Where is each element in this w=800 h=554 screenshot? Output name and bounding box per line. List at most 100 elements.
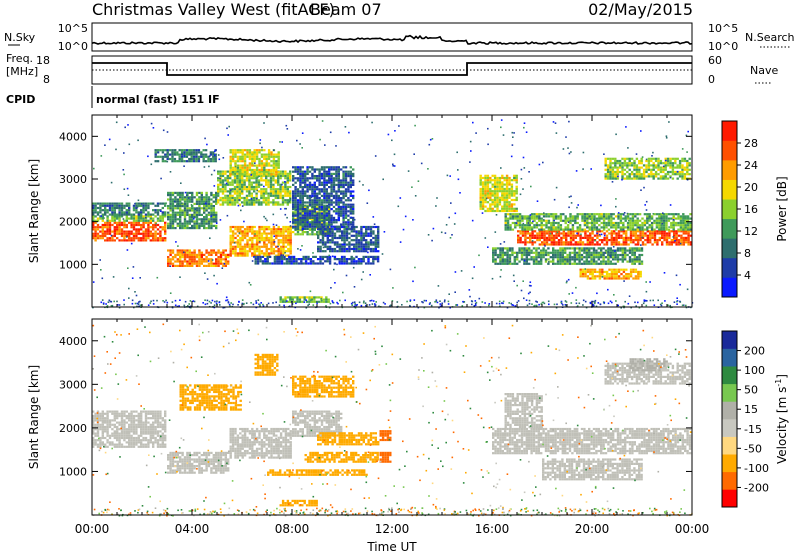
power-y-axis: 1000 2000 3000 4000 bbox=[59, 130, 692, 271]
colorbar-tick-label: -50 bbox=[744, 442, 762, 455]
colorbar-segment bbox=[722, 331, 737, 349]
nsky-strip: N.Sky 10^5 10^0 10^5 10^0 N.Search bbox=[4, 22, 795, 53]
nave-tick-top: 60 bbox=[708, 54, 722, 67]
colorbar-tick-label: -200 bbox=[744, 481, 769, 494]
xtick-label: 16:00 bbox=[475, 522, 510, 536]
power-band-19 bbox=[604, 157, 691, 180]
power-x-axis bbox=[91, 115, 693, 307]
colorbar-tick-label: 20 bbox=[744, 181, 758, 194]
power-colorbar-ticks: 4 8 12 16 20 24 28 bbox=[737, 137, 758, 282]
power-band-17 bbox=[492, 247, 644, 265]
colorbar-segment bbox=[722, 401, 737, 420]
colorbar-tick-label: 50 bbox=[744, 384, 758, 397]
beam-label: Beam 07 bbox=[310, 0, 382, 19]
velocity-ylabel: Slant Range [km] bbox=[27, 365, 41, 469]
velocity-band-5 bbox=[292, 375, 355, 398]
ytick-label: 3000 bbox=[59, 173, 87, 186]
freq-trace bbox=[92, 62, 692, 76]
nsky-tick-top-left: 10^5 bbox=[58, 22, 88, 35]
velocity-band-6 bbox=[254, 353, 279, 376]
ytick-label: 4000 bbox=[59, 130, 87, 143]
colorbar-tick-label: 24 bbox=[744, 159, 758, 172]
velocity-band-10 bbox=[379, 451, 392, 463]
colorbar-segment bbox=[722, 383, 737, 402]
power-band-10 bbox=[154, 149, 217, 163]
velocity-scatter bbox=[92, 323, 693, 517]
xtick-label: 08:00 bbox=[275, 522, 310, 536]
colorbar-tick-label: 8 bbox=[744, 247, 751, 260]
colorbar-segment bbox=[722, 218, 737, 239]
velocity-band-2 bbox=[229, 427, 292, 459]
velocity-band-17 bbox=[629, 358, 668, 372]
colorbar-segment bbox=[722, 277, 737, 298]
colorbar-tick-label: 28 bbox=[744, 137, 758, 150]
ytick-label: 2000 bbox=[59, 422, 87, 435]
colorbar-segment bbox=[722, 140, 737, 161]
power-band-12 bbox=[317, 225, 380, 253]
velocity-band-12 bbox=[279, 499, 318, 507]
power-band-15 bbox=[517, 230, 693, 246]
station-title: Christmas Valley West (fitACF) bbox=[92, 0, 335, 19]
colorbar-tick-label: -15 bbox=[744, 423, 762, 436]
power-band-11 bbox=[254, 255, 380, 265]
power-noise bbox=[92, 119, 694, 309]
colorbar-tick-label: 100 bbox=[744, 364, 765, 377]
power-band-2 bbox=[92, 202, 167, 216]
velocity-colorbar-label: Velocity [m s-1] bbox=[774, 374, 789, 464]
power-band-6 bbox=[167, 191, 218, 230]
freq-label: Freq. bbox=[6, 52, 33, 65]
power-band-3 bbox=[167, 249, 230, 267]
colorbar-segment bbox=[722, 348, 737, 367]
power-ylabel: Slant Range [km] bbox=[27, 159, 41, 263]
power-band-9 bbox=[229, 149, 280, 176]
power-band-1 bbox=[92, 215, 167, 222]
freq-tick-bottom: 8 bbox=[43, 73, 50, 86]
power-scatter bbox=[92, 119, 694, 309]
nave-tick-bottom: 0 bbox=[708, 73, 715, 86]
cpid-value: normal (fast) 151 IF bbox=[96, 93, 220, 106]
colorbar-segment bbox=[722, 471, 737, 490]
colorbar-segment bbox=[722, 121, 737, 141]
xtick-label: 12:00 bbox=[375, 522, 410, 536]
xtick-label: 20:00 bbox=[575, 522, 610, 536]
nsky-tick-bottom-left: 10^0 bbox=[58, 40, 88, 53]
colorbar-tick-label: 12 bbox=[744, 225, 758, 238]
freq-unit-label: [MHz] bbox=[6, 65, 38, 78]
colorbar-tick-label: 200 bbox=[744, 345, 765, 358]
power-colorbar-label: Power [dB] bbox=[775, 176, 789, 241]
colorbar-tick-label: 4 bbox=[744, 269, 751, 282]
xtick-label: 00:00 bbox=[675, 522, 710, 536]
colorbar-segment bbox=[722, 454, 737, 473]
nsky-left-label: N.Sky bbox=[4, 31, 36, 44]
nsky-trace bbox=[91, 34, 693, 45]
velocity-band-1 bbox=[167, 451, 230, 474]
power-band-4 bbox=[229, 225, 292, 257]
colorbar-tick-label: 15 bbox=[744, 403, 758, 416]
colorbar-segment bbox=[722, 489, 737, 508]
ytick-label: 1000 bbox=[59, 465, 87, 478]
velocity-panel: 1000 2000 3000 4000 00:00 04:00 08:00 12:00 16:… bbox=[27, 318, 710, 554]
colorbar-segment bbox=[722, 366, 737, 385]
velocity-band-0 bbox=[92, 410, 167, 448]
velocity-colorbar-ticks: -200 -100 -50 -15 15 50 100 200 bbox=[737, 345, 769, 494]
nsky-tick-top-right: 10^5 bbox=[708, 22, 738, 35]
velocity-noise bbox=[92, 323, 693, 517]
xtick-label: 04:00 bbox=[175, 522, 210, 536]
colorbar-segment bbox=[722, 199, 737, 220]
freq-tick-top: 18 bbox=[36, 54, 50, 67]
ytick-label: 1000 bbox=[59, 258, 87, 271]
ytick-label: 2000 bbox=[59, 216, 87, 229]
time-axis-label: Time UT bbox=[366, 540, 417, 554]
nsearch-label: N.Search bbox=[745, 31, 795, 44]
date-label: 02/May/2015 bbox=[588, 0, 693, 19]
cpid-label: CPID bbox=[6, 93, 35, 106]
power-band-14 bbox=[479, 174, 518, 213]
power-band-0 bbox=[92, 221, 167, 242]
velocity-y-axis: 1000 2000 3000 4000 bbox=[59, 335, 692, 478]
velocity-band-7 bbox=[317, 432, 380, 446]
colorbar-tick-label: -100 bbox=[744, 462, 769, 475]
velocity-band-13 bbox=[492, 427, 692, 455]
nsky-tick-bottom-right: 10^0 bbox=[708, 40, 738, 53]
velocity-band-8 bbox=[304, 451, 379, 463]
velocity-band-9 bbox=[267, 469, 368, 476]
